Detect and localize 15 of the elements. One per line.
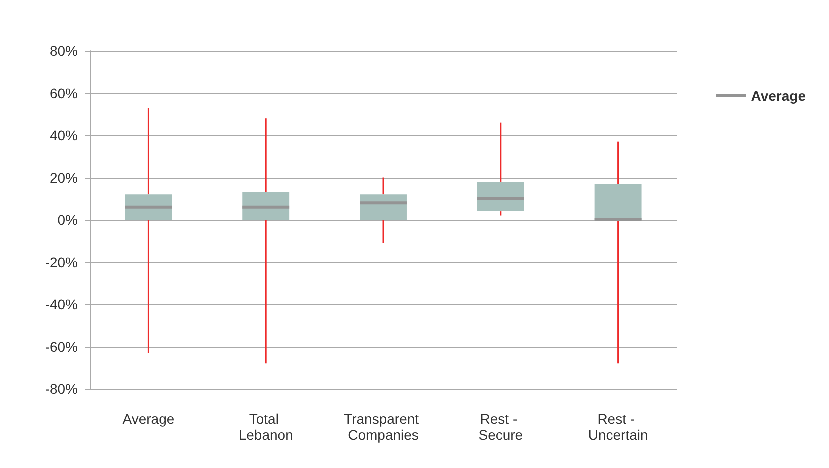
x-tick-label: Transparent Companies (344, 411, 423, 443)
y-tick-label: -40% (45, 296, 78, 312)
text: Average (751, 88, 806, 104)
x-tick-label: Total Lebanon (238, 411, 294, 443)
y-tick-label: 40% (50, 128, 78, 144)
y-tick-label: 0% (58, 212, 78, 228)
y-tick-label: -20% (45, 254, 78, 270)
x-tick-label: Rest - Uncertain (588, 411, 648, 443)
x-tick-label: Rest - Secure (478, 411, 524, 443)
x-tick-label: Average (122, 411, 175, 427)
y-tick-label: -80% (45, 381, 78, 397)
y-tick-label: 60% (50, 85, 78, 102)
y-tick-label: 20% (50, 170, 78, 186)
y-tick-label: -60% (45, 338, 78, 355)
y-tick-label: 80% (50, 43, 78, 59)
